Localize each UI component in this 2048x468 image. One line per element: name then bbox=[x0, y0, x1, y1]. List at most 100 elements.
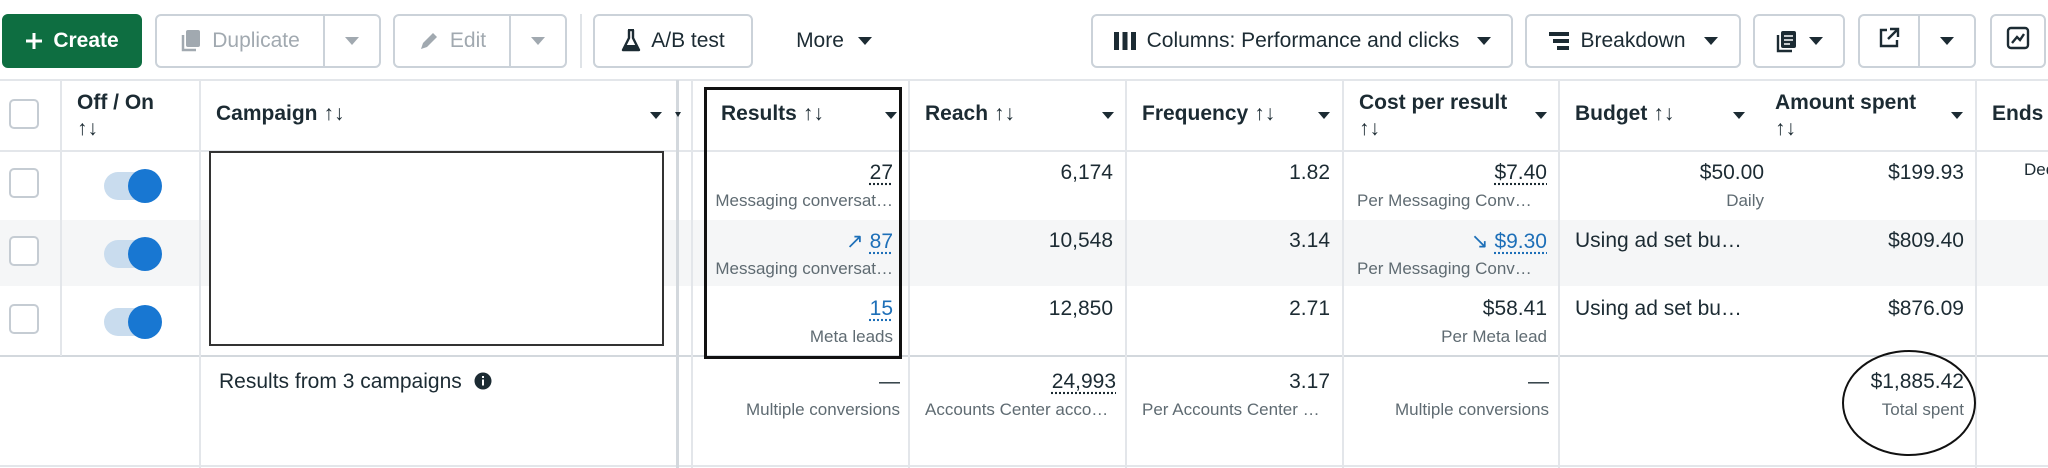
duplicate-button[interactable]: Duplicate bbox=[155, 14, 325, 68]
edit-button[interactable]: Edit bbox=[393, 14, 511, 68]
row-checkbox[interactable] bbox=[9, 304, 39, 334]
ends-value: Dec bbox=[2024, 160, 2048, 180]
duplicate-dropdown-button[interactable] bbox=[323, 14, 381, 68]
sort-icon: ↑↓ bbox=[1653, 102, 1674, 125]
chevron-down-icon[interactable] bbox=[1535, 112, 1547, 119]
summary-frequency-subtext: Per Accounts Center … bbox=[1142, 400, 1334, 420]
chevron-down-icon[interactable] bbox=[1318, 112, 1330, 119]
divider bbox=[199, 80, 201, 468]
cost-number[interactable]: $7.40 bbox=[1494, 161, 1547, 184]
more-label: More bbox=[796, 29, 844, 53]
export-button[interactable] bbox=[1858, 14, 1920, 68]
budget-subtext: Daily bbox=[1726, 191, 1764, 211]
total-spent-highlight-circle bbox=[1842, 350, 1976, 456]
divider bbox=[1125, 80, 1127, 468]
trend-down-icon: ↘ bbox=[1471, 230, 1489, 253]
summary-reach-subtext: Accounts Center acco… bbox=[925, 400, 1117, 420]
divider bbox=[676, 80, 679, 468]
amount-spent-value: $809.40 bbox=[1888, 229, 1964, 253]
row-checkbox[interactable] bbox=[9, 236, 39, 266]
ab-test-label: A/B test bbox=[651, 29, 725, 53]
divider bbox=[0, 79, 2048, 81]
toolbar: Create Duplicate Edit A/B test More Colu… bbox=[0, 0, 2048, 80]
header-ends[interactable]: Ends bbox=[1992, 102, 2043, 126]
summary-reach-value: 24,993 bbox=[1052, 370, 1116, 394]
sort-icon: ↑↓ bbox=[324, 102, 345, 125]
chevron-down-icon bbox=[858, 37, 872, 45]
create-button[interactable]: Create bbox=[2, 14, 142, 68]
breakdown-button[interactable]: Breakdown bbox=[1525, 14, 1741, 68]
row-checkbox[interactable] bbox=[9, 168, 39, 198]
chevron-down-icon[interactable] bbox=[1951, 112, 1963, 119]
select-all-checkbox[interactable] bbox=[9, 99, 39, 129]
cost-value[interactable]: ↘ $9.30 bbox=[1471, 229, 1547, 254]
cost-subtext: Per Meta lead bbox=[1441, 327, 1547, 347]
divider bbox=[60, 80, 62, 356]
chevron-down-icon bbox=[345, 37, 359, 45]
reports-icon bbox=[1775, 29, 1799, 53]
frequency-value: 1.82 bbox=[1289, 161, 1330, 185]
pencil-icon bbox=[418, 30, 440, 52]
header-amount-label: Amount spent bbox=[1775, 91, 1916, 115]
flask-icon bbox=[621, 29, 641, 53]
chevron-down-icon bbox=[1477, 37, 1491, 45]
toggle-knob bbox=[128, 169, 162, 203]
chevron-down-icon[interactable] bbox=[1733, 112, 1745, 119]
chevron-down-icon[interactable] bbox=[650, 112, 662, 119]
header-frequency[interactable]: Frequency ↑↓ bbox=[1142, 102, 1275, 126]
duplicate-icon bbox=[180, 29, 202, 53]
toolbar-divider bbox=[580, 14, 582, 68]
summary-cost-subtext: Multiple conversions bbox=[1395, 400, 1549, 420]
summary-results-value: — bbox=[879, 370, 900, 394]
sort-icon: ↑↓ bbox=[1359, 117, 1507, 141]
info-icon[interactable] bbox=[474, 372, 492, 396]
reach-value: 10,548 bbox=[1049, 229, 1113, 253]
campaign-name-redacted-box bbox=[209, 151, 664, 346]
header-budget[interactable]: Budget ↑↓ bbox=[1575, 102, 1674, 126]
divider bbox=[0, 355, 2048, 357]
header-campaign[interactable]: Campaign ↑↓ bbox=[216, 102, 345, 126]
budget-value: $50.00 bbox=[1700, 161, 1764, 185]
ab-test-button[interactable]: A/B test bbox=[593, 14, 753, 68]
chart-button[interactable] bbox=[1990, 14, 2046, 68]
header-reach-label: Reach bbox=[925, 102, 988, 125]
header-ends-label: Ends bbox=[1992, 102, 2043, 125]
divider bbox=[1558, 80, 1560, 468]
frequency-value: 3.14 bbox=[1289, 229, 1330, 253]
header-off-on[interactable]: Off / On ↑↓ bbox=[77, 91, 154, 141]
campaign-toggle[interactable] bbox=[104, 308, 160, 336]
columns-label: Columns: Performance and clicks bbox=[1147, 29, 1460, 53]
export-dropdown-button[interactable] bbox=[1918, 14, 1976, 68]
toggle-knob bbox=[128, 237, 162, 271]
sort-icon: ↑↓ bbox=[77, 117, 154, 141]
duplicate-label: Duplicate bbox=[212, 29, 300, 53]
budget-value: Using ad set bu… bbox=[1575, 297, 1742, 321]
export-icon bbox=[1878, 27, 1900, 55]
edit-dropdown-button[interactable] bbox=[509, 14, 567, 68]
more-button[interactable]: More bbox=[770, 14, 898, 68]
header-budget-label: Budget bbox=[1575, 102, 1647, 125]
divider bbox=[0, 465, 2048, 467]
chevron-down-icon[interactable] bbox=[1102, 112, 1114, 119]
toggle-knob bbox=[128, 305, 162, 339]
summary-text: Results from 3 campaigns bbox=[219, 370, 462, 393]
chevron-down-icon bbox=[1704, 37, 1718, 45]
header-cost-per-result[interactable]: Cost per result ↑↓ bbox=[1359, 91, 1507, 141]
header-reach[interactable]: Reach ↑↓ bbox=[925, 102, 1015, 126]
reach-value: 12,850 bbox=[1049, 297, 1113, 321]
reach-value: 6,174 bbox=[1060, 161, 1113, 185]
chevron-down-icon bbox=[1940, 37, 1954, 45]
sort-icon: ↑↓ bbox=[1254, 102, 1275, 125]
header-amount-spent[interactable]: Amount spent ↑↓ bbox=[1775, 91, 1916, 141]
cost-number[interactable]: $9.30 bbox=[1494, 230, 1547, 253]
results-highlight-box bbox=[704, 87, 902, 359]
summary-label: Results from 3 campaigns bbox=[219, 370, 492, 396]
cost-value[interactable]: $7.40 bbox=[1494, 161, 1547, 185]
reports-button[interactable] bbox=[1753, 14, 1845, 68]
campaign-toggle[interactable] bbox=[104, 172, 160, 200]
columns-button[interactable]: Columns: Performance and clicks bbox=[1091, 14, 1513, 68]
campaign-toggle[interactable] bbox=[104, 240, 160, 268]
divider bbox=[1342, 80, 1344, 468]
header-cost-label: Cost per result bbox=[1359, 91, 1507, 115]
summary-results-subtext: Multiple conversions bbox=[746, 400, 900, 420]
